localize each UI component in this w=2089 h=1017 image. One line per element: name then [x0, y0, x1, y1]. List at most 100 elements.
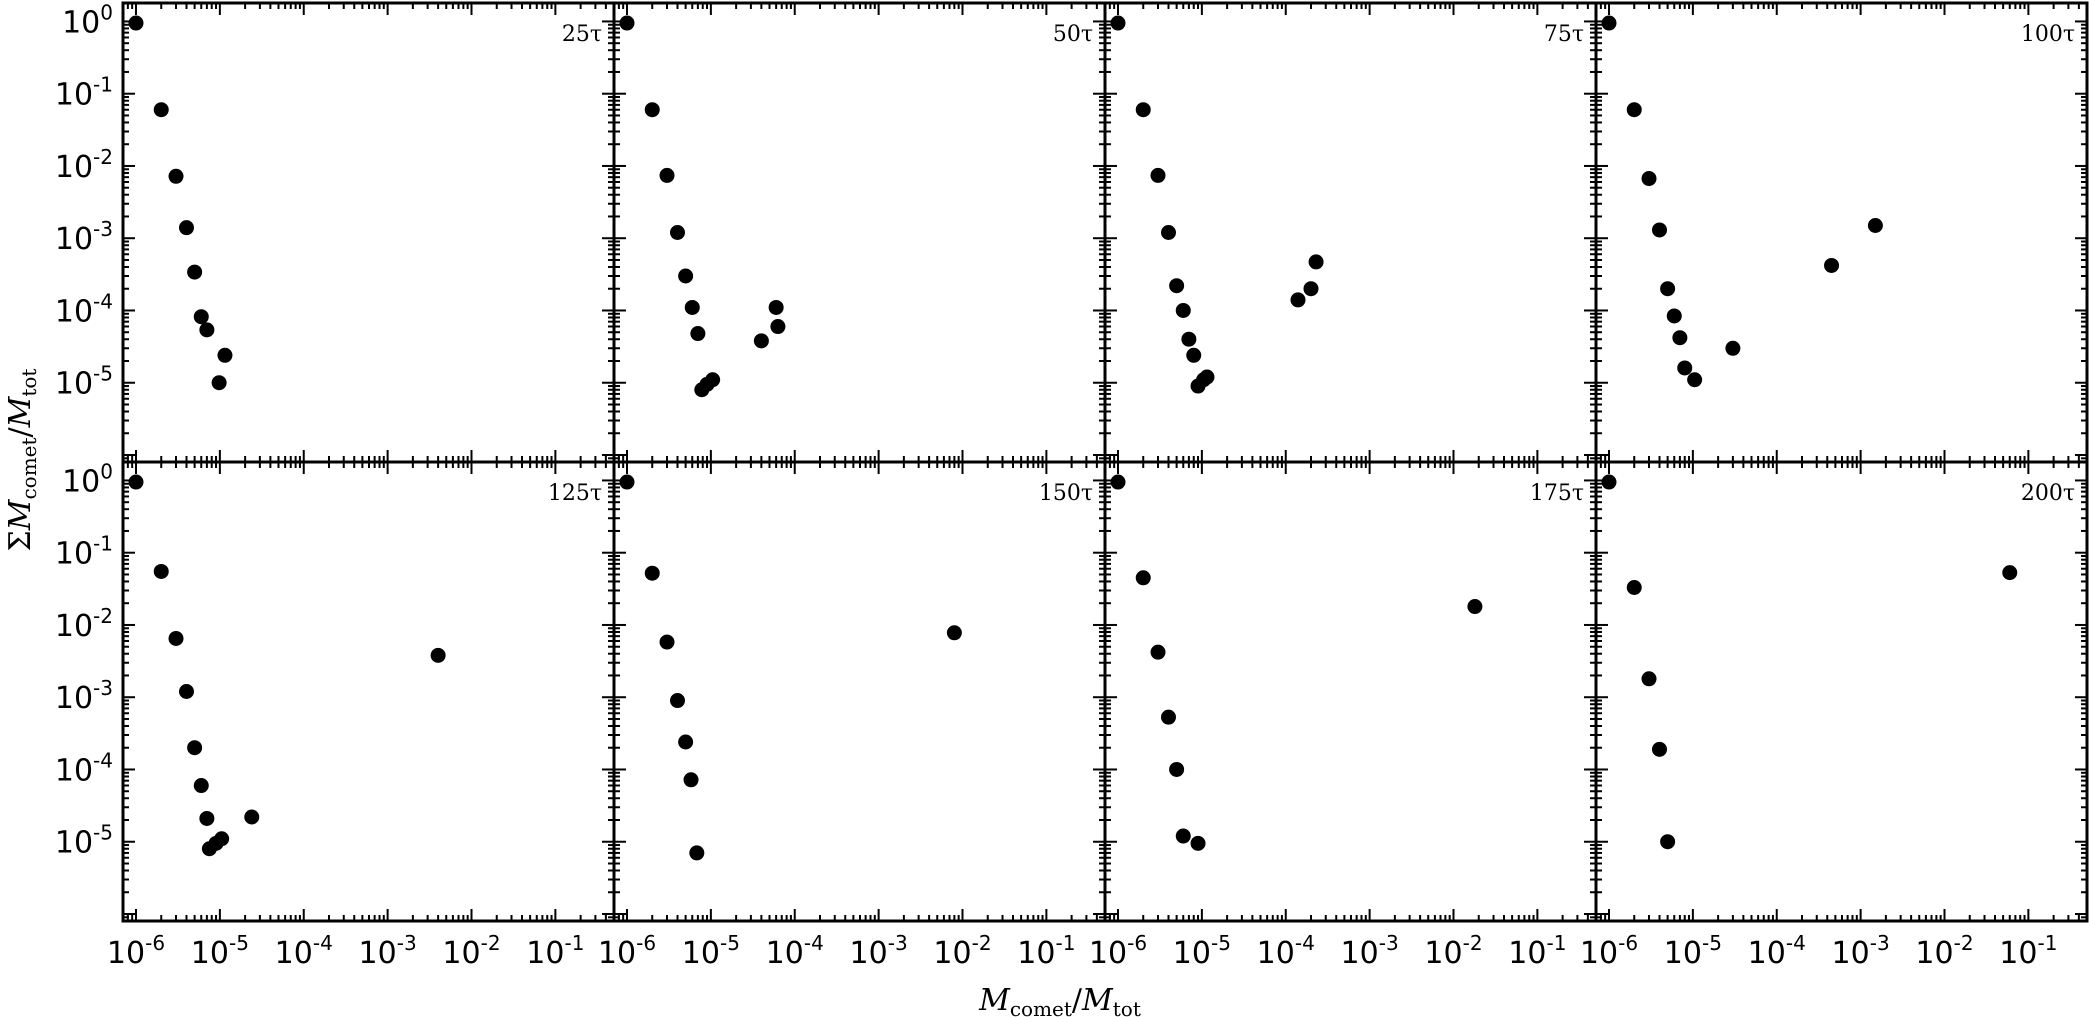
data-point [1601, 474, 1617, 490]
panel-ticks [1104, 462, 1597, 922]
panel-label: 200τ [2021, 481, 2075, 506]
panel-frame [1594, 1, 2089, 464]
data-point [946, 625, 962, 641]
y-tick-label: 10-4 [55, 748, 113, 788]
data-point [153, 102, 169, 118]
x-tick-labels: 10-6 10-5 10-4 10-3 10-2 10-1 10-6 10-5 10-4 10-3… [107, 931, 2058, 971]
x-tick-label: 10-5 [1664, 931, 1722, 971]
data-point [214, 831, 230, 847]
y-axis-title: ΣMcomet/Mtot [3, 369, 41, 552]
data-point [683, 772, 699, 788]
data-point [193, 309, 209, 325]
data-point [187, 264, 203, 280]
data-point [2002, 565, 2018, 581]
data-point [1824, 257, 1840, 273]
data-point [1160, 225, 1176, 240]
x-tick-label: 10-6 [1089, 931, 1147, 971]
panel-label: 175τ [1530, 481, 1584, 506]
panel-frame [612, 460, 1107, 923]
svg-text:Mcomet/Mtot: Mcomet/Mtot [978, 983, 1141, 1017]
data-point [678, 734, 694, 750]
y-tick-label: 100 [62, 0, 113, 40]
data-point [128, 474, 144, 490]
data-point [1641, 671, 1657, 687]
data-point [1641, 171, 1657, 187]
data-point [644, 102, 660, 118]
panel-frame [1103, 1, 1598, 464]
panel-label: 25τ [562, 22, 602, 47]
data-point [1190, 835, 1206, 851]
x-tick-label: 10-4 [766, 931, 824, 971]
data-point [244, 809, 260, 825]
data-point [659, 167, 675, 183]
data-point [1725, 340, 1741, 356]
panel-ticks [1104, 3, 1597, 463]
data-point [1303, 281, 1319, 297]
data-point [1867, 217, 1883, 233]
data-point [1186, 347, 1202, 363]
y-tick-label: 10-1 [55, 532, 113, 572]
data-point [217, 347, 233, 363]
data-point [619, 474, 635, 490]
data-point [1290, 292, 1306, 308]
data-point [1150, 167, 1166, 183]
x-tick-label: 10-6 [107, 931, 165, 971]
x-tick-label: 10-3 [1341, 931, 1399, 971]
data-point [211, 375, 227, 391]
panel-ticks [122, 462, 615, 922]
x-tick-label: 10-3 [850, 931, 908, 971]
panel-3: 75τ [1103, 1, 1598, 464]
data-point [1666, 308, 1682, 324]
panel-ticks [1595, 3, 2088, 463]
data-point [1660, 834, 1676, 850]
panel-grid: 25τ 50τ 75τ 100τ 125τ 150τ 175τ 200τ [121, 1, 2089, 923]
data-point [193, 778, 209, 794]
data-point [1626, 579, 1642, 595]
panel-ticks [1595, 462, 2088, 922]
data-point [1169, 278, 1185, 294]
data-point [768, 299, 784, 315]
data-point [199, 810, 215, 826]
data-point [1110, 474, 1126, 490]
y-tick-label: 10-1 [55, 73, 113, 113]
panel-5: 125τ [121, 460, 616, 923]
x-tick-label: 10-1 [1508, 931, 1566, 971]
data-point [1687, 372, 1703, 388]
data-point [199, 322, 215, 338]
data-point [689, 845, 705, 861]
panel-8: 200τ [1594, 460, 2089, 923]
panel-frame [121, 1, 616, 464]
panel-label: 75τ [1544, 22, 1584, 47]
data-point [187, 740, 203, 756]
data-point [128, 15, 144, 31]
panel-label: 125τ [548, 481, 602, 506]
data-point [168, 630, 184, 646]
panel-frame [1103, 460, 1598, 923]
y-tick-label: 10-2 [55, 604, 113, 644]
x-tick-label: 10-5 [191, 931, 249, 971]
data-point [659, 634, 675, 650]
x-axis-title: Mcomet/Mtot [978, 983, 1141, 1017]
panel-6: 150τ [612, 460, 1107, 923]
data-point [1181, 331, 1197, 347]
data-point [1660, 281, 1676, 297]
data-point [770, 319, 786, 335]
panel-label: 150τ [1039, 481, 1093, 506]
svg-text:ΣMcomet/Mtot: ΣMcomet/Mtot [3, 369, 41, 552]
x-tick-label: 10-2 [442, 931, 500, 971]
data-point [178, 684, 194, 699]
y-tick-label: 10-3 [55, 217, 113, 257]
data-point [705, 372, 721, 388]
data-point [690, 326, 706, 342]
panel-ticks [613, 3, 1106, 463]
y-tick-label: 10-5 [55, 362, 113, 402]
data-point [644, 565, 660, 581]
data-point [178, 220, 194, 236]
panel-1: 25τ [121, 1, 616, 464]
y-tick-label: 10-3 [55, 676, 113, 716]
x-tick-label: 10-2 [1424, 931, 1482, 971]
x-tick-label: 10-4 [1257, 931, 1315, 971]
panel-ticks [613, 462, 1106, 922]
panel-frame [121, 460, 616, 923]
